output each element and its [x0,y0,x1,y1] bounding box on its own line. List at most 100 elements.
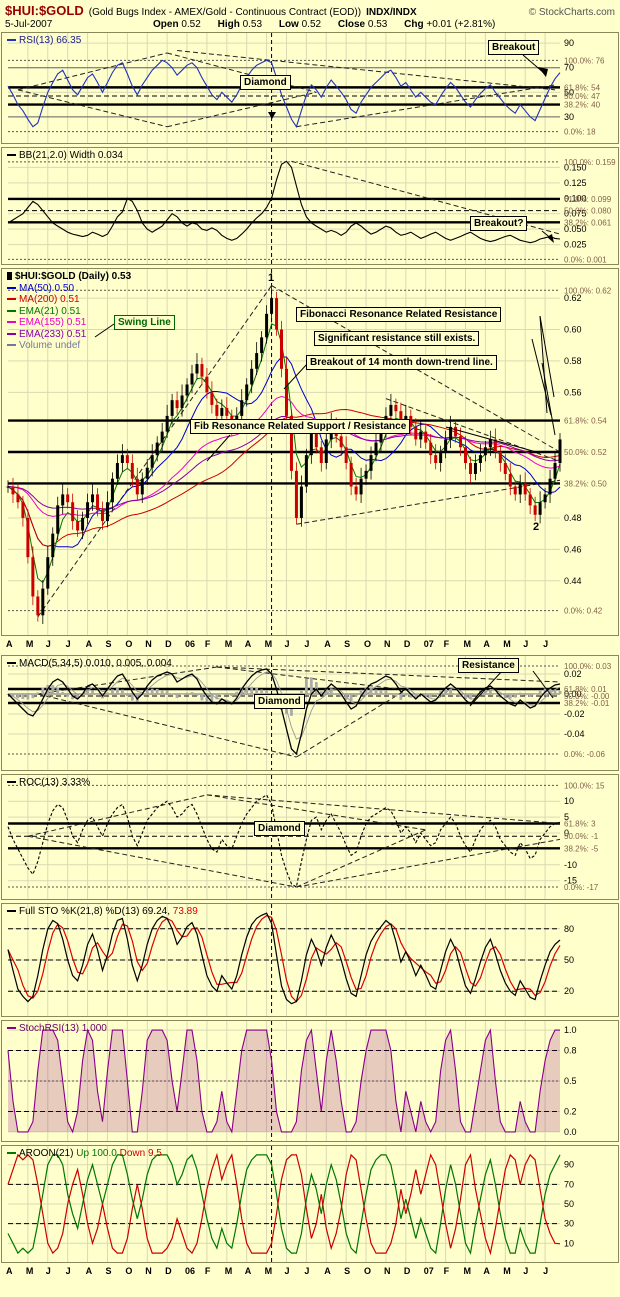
svg-text:50.0%: 0.080: 50.0%: 0.080 [564,207,612,216]
month-label: M [264,1266,273,1276]
svg-text:5: 5 [564,812,569,822]
month-label: J [45,1266,51,1276]
month-label: 06 [185,639,196,649]
svg-text:61.8%: 3: 61.8%: 3 [564,819,596,828]
svg-text:0.0%: -17: 0.0%: -17 [564,883,599,892]
month-label: M [463,1266,472,1276]
copyright: © StockCharts.com [528,7,615,18]
stochrsi-plot: 1.0 0.8 0.5 0.2 0.0 [7,1021,577,1141]
svg-text:100.0%: 0.62: 100.0%: 0.62 [564,286,612,295]
svg-text:50.0%: 0.52: 50.0%: 0.52 [564,448,607,457]
svg-text:-10: -10 [564,860,577,870]
chart-header: $HUI:$GOLD (Gold Bugs Index - AMEX/Gold … [1,2,619,32]
x-axis-months-bottom: A M J J A S O N D 06 F M A M J J A S O N D 07 F M A M J J [1,1266,619,1279]
month-label: D [165,639,172,649]
quote-line: Open 0.52 High 0.53 Low 0.52 Close 0.53 … [153,19,509,30]
low-value: 0.52 [301,19,322,30]
x-axis-months-top: A M J J A S O N D 06 F M A M J J A S O N D 07 F M A M J J [1,639,619,652]
month-label: A [85,1266,93,1276]
rsi-breakout-annotation: Breakout [488,40,540,55]
svg-text:-15: -15 [564,876,577,886]
month-label: A [6,1266,13,1276]
svg-text:0.60: 0.60 [564,325,582,335]
svg-text:0.02: 0.02 [564,669,582,679]
macd-plot: 0.02 0.00 -0.02 -0.04 100.0%: 0.03 61.8%: 0.0… [6,656,612,770]
svg-text:0.050: 0.050 [564,224,587,234]
month-label: M [224,639,233,649]
svg-text:0.2: 0.2 [564,1107,577,1117]
chg-value: +0.01 (+2.81%) [426,19,496,30]
month-label: A [244,639,252,649]
month-label: D [403,1266,411,1276]
month-label: A [324,639,331,649]
month-label: A [324,1266,331,1276]
price-panel: 0.62 0.60 0.58 0.56 0.48 0.46 0.44 100.0%: 0.62… [1,268,619,636]
month-label: A [244,1266,252,1276]
month-label: 06 [185,1266,196,1276]
month-label: J [284,639,290,649]
symbol-description: (Gold Bugs Index - AMEX/Gold - Continuou… [88,7,362,18]
month-label: M [25,1266,34,1276]
macd-diamond-annotation: Diamond [254,694,305,709]
svg-text:61.8%: 0.01: 61.8%: 0.01 [564,685,607,694]
month-label: O [364,639,372,649]
chart-date: 5-Jul-2007 [5,19,53,30]
svg-text:0.0%: 18: 0.0%: 18 [564,128,596,137]
svg-text:61.8%: 54: 61.8%: 54 [564,83,601,92]
svg-text:50: 50 [564,955,574,965]
month-label: S [344,1266,351,1276]
svg-text:100.0%: 15: 100.0%: 15 [564,781,605,790]
month-label: D [165,1266,172,1276]
month-label: J [284,1266,290,1276]
month-label: S [105,639,112,649]
svg-text:38.2%: 0.061: 38.2%: 0.061 [564,218,612,227]
month-label: N [145,639,152,649]
svg-text:0.48: 0.48 [564,513,582,523]
fib-support-resistance-annotation: Fib Resonance Related Support / Resistan… [190,419,411,434]
month-label: F [443,639,450,649]
point-1-label: 1 [268,272,275,284]
significant-resistance-annotation: Significant resistance still exists. [314,331,480,346]
high-value: 0.53 [242,19,263,30]
svg-text:50.0%: -0.00: 50.0%: -0.00 [564,692,610,701]
bb-breakout-annotation: Breakout? [470,216,528,231]
svg-text:0.075: 0.075 [564,209,587,219]
svg-text:0.150: 0.150 [564,162,587,172]
svg-text:10: 10 [564,796,574,806]
svg-text:38.2%: -5: 38.2%: -5 [564,844,599,853]
point-2-label: 2 [533,521,540,533]
chg-label: Chg [404,19,424,30]
month-label: O [125,1266,133,1276]
macd-resistance-annotation: Resistance [458,658,519,673]
svg-text:0.00: 0.00 [564,689,582,699]
svg-text:0.025: 0.025 [564,240,587,250]
low-label: Low [278,19,299,30]
month-label: M [25,639,34,649]
svg-text:0.0%: 0.001: 0.0%: 0.001 [564,255,607,264]
roc-plot: 10 5 0 -10 -15 100.0%: 15 61.8%: 3 50.0%: -1 38.… [7,775,605,899]
svg-text:50.0%: -1: 50.0%: -1 [564,832,599,841]
svg-text:70: 70 [564,1179,574,1189]
svg-text:20: 20 [564,986,574,996]
svg-text:61.8%: 0.54: 61.8%: 0.54 [564,417,607,426]
svg-text:0.8: 0.8 [564,1045,577,1055]
svg-text:1.0: 1.0 [564,1025,577,1035]
svg-text:30: 30 [564,112,574,122]
breakout-14-month-annotation: Breakout of 14 month down-trend line. [306,355,497,370]
month-label: J [65,639,71,649]
month-label: M [503,1266,511,1276]
month-label: F [204,1266,211,1276]
svg-text:0.62: 0.62 [564,293,582,303]
roc-diamond-annotation: Diamond [254,821,305,836]
month-label: A [483,1266,490,1276]
svg-text:-0.04: -0.04 [564,729,585,739]
svg-text:38.2%: 0.50: 38.2%: 0.50 [564,479,607,488]
svg-text:0.56: 0.56 [564,387,582,397]
svg-text:90: 90 [564,38,574,48]
svg-text:61.8%: 0.099: 61.8%: 0.099 [564,195,612,204]
month-label: N [383,1266,391,1276]
month-label: S [105,1266,112,1276]
svg-text:0.125: 0.125 [564,178,587,188]
svg-text:0.5: 0.5 [564,1076,577,1086]
